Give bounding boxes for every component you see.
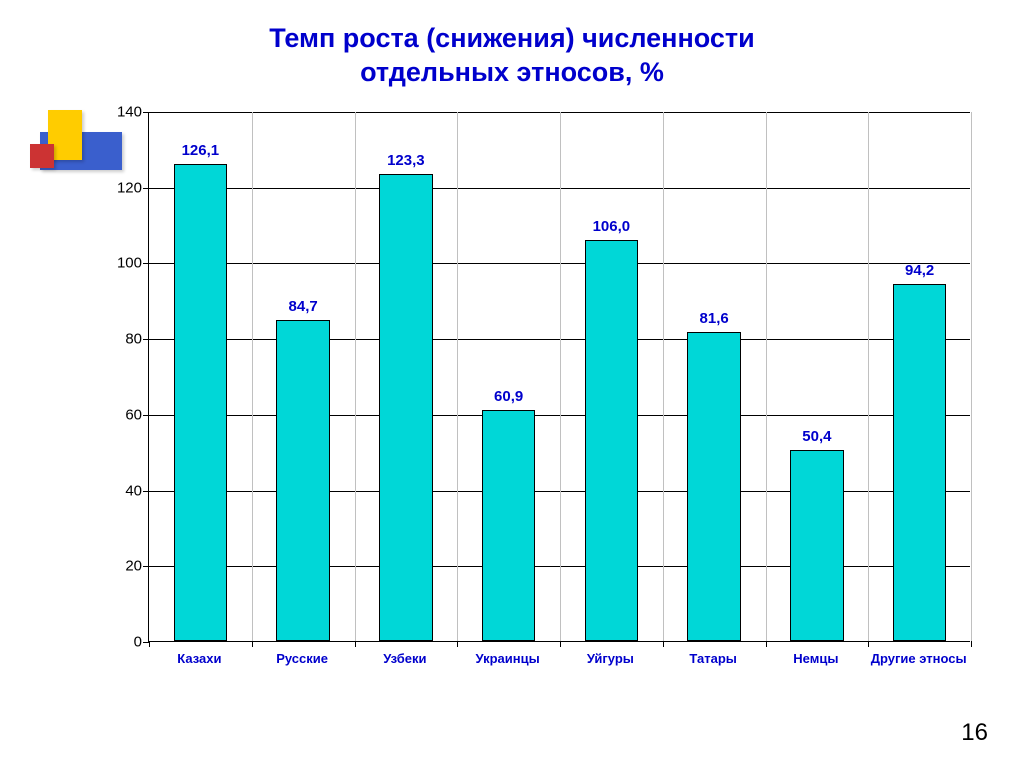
ytick-mark [143, 188, 149, 189]
gridline-vertical [355, 112, 356, 641]
ytick-mark [143, 263, 149, 264]
xtick-label: Другие этносы [867, 652, 970, 666]
ytick-label: 100 [100, 255, 142, 272]
bar-chart: 126,1 84,7 123,3 60,9 106,0 81,6 50,4 94,2 0 20 4… [100, 102, 980, 682]
gridline-vertical [868, 112, 869, 641]
xtick-mark [971, 641, 972, 647]
ytick-mark [143, 112, 149, 113]
ytick-label: 60 [100, 406, 142, 423]
xtick-label: Немцы [765, 652, 868, 666]
ytick-mark [143, 339, 149, 340]
gridline-vertical [971, 112, 972, 641]
bar-value-label: 50,4 [780, 428, 853, 445]
xtick-mark [149, 641, 150, 647]
xtick-mark [252, 641, 253, 647]
bar [585, 240, 638, 641]
gridline-vertical [252, 112, 253, 641]
chart-title: Темп роста (снижения) численности отдель… [0, 22, 1024, 90]
ytick-label: 140 [100, 104, 142, 121]
xtick-label: Казахи [148, 652, 251, 666]
xtick-mark [560, 641, 561, 647]
xtick-label: Узбеки [354, 652, 457, 666]
xtick-label: Русские [251, 652, 354, 666]
bar-value-label: 106,0 [575, 218, 648, 235]
ytick-mark [143, 566, 149, 567]
gridline-vertical [766, 112, 767, 641]
bar [174, 164, 227, 641]
bar [893, 284, 946, 641]
bar [790, 450, 843, 641]
xtick-mark [355, 641, 356, 647]
plot-area: 126,1 84,7 123,3 60,9 106,0 81,6 50,4 94,2 [148, 112, 970, 642]
gridline-vertical [560, 112, 561, 641]
title-line-1: Темп роста (снижения) численности [269, 23, 755, 53]
bar [379, 174, 432, 641]
xtick-mark [868, 641, 869, 647]
bar-value-label: 94,2 [883, 262, 956, 279]
xtick-mark [766, 641, 767, 647]
xtick-mark [663, 641, 664, 647]
ytick-label: 120 [100, 179, 142, 196]
title-line-2: отдельных этносов, % [360, 57, 664, 87]
page-number: 16 [961, 719, 988, 747]
xtick-label: Украинцы [456, 652, 559, 666]
ytick-mark [143, 415, 149, 416]
gridline-vertical [663, 112, 664, 641]
slide: Темп роста (снижения) численности отдель… [0, 0, 1024, 767]
bar-value-label: 123,3 [369, 152, 442, 169]
ytick-label: 0 [100, 634, 142, 651]
bar-value-label: 126,1 [164, 142, 237, 159]
xtick-label: Уйгуры [559, 652, 662, 666]
xtick-mark [457, 641, 458, 647]
ytick-label: 40 [100, 482, 142, 499]
bar [482, 410, 535, 641]
bar-value-label: 81,6 [677, 310, 750, 327]
bar [687, 332, 740, 641]
ytick-mark [143, 491, 149, 492]
ytick-label: 20 [100, 558, 142, 575]
bar [276, 320, 329, 641]
gridline-vertical [457, 112, 458, 641]
bar-value-label: 60,9 [472, 388, 545, 405]
ytick-label: 80 [100, 331, 142, 348]
bar-value-label: 84,7 [266, 298, 339, 315]
deco-red-rect [30, 144, 54, 168]
xtick-label: Татары [662, 652, 765, 666]
